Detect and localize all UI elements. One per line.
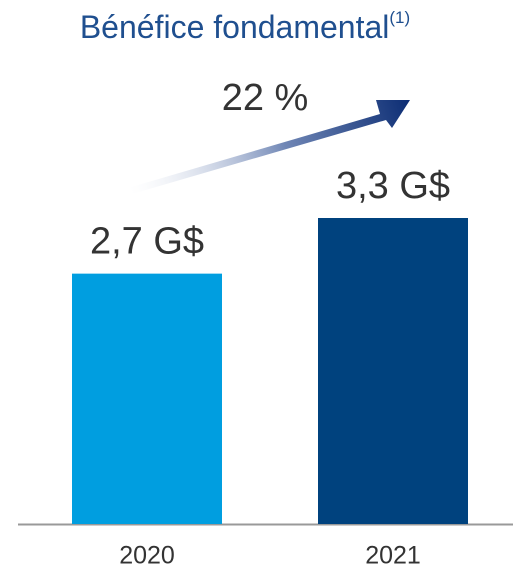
value-label: 2,7 G$ xyxy=(90,221,204,263)
chart-title: Bénéfice fondamental(1) xyxy=(80,8,410,45)
bar xyxy=(72,273,222,524)
title-text: Bénéfice fondamental xyxy=(80,9,390,45)
growth-arrow xyxy=(128,100,410,194)
x-tick-label: 2021 xyxy=(365,542,421,570)
title-note: (1) xyxy=(389,8,410,27)
bar xyxy=(318,218,468,524)
annotation: 22 % xyxy=(222,77,309,119)
x-tick-label: 2020 xyxy=(119,542,175,570)
value-label: 3,3 G$ xyxy=(336,165,450,207)
